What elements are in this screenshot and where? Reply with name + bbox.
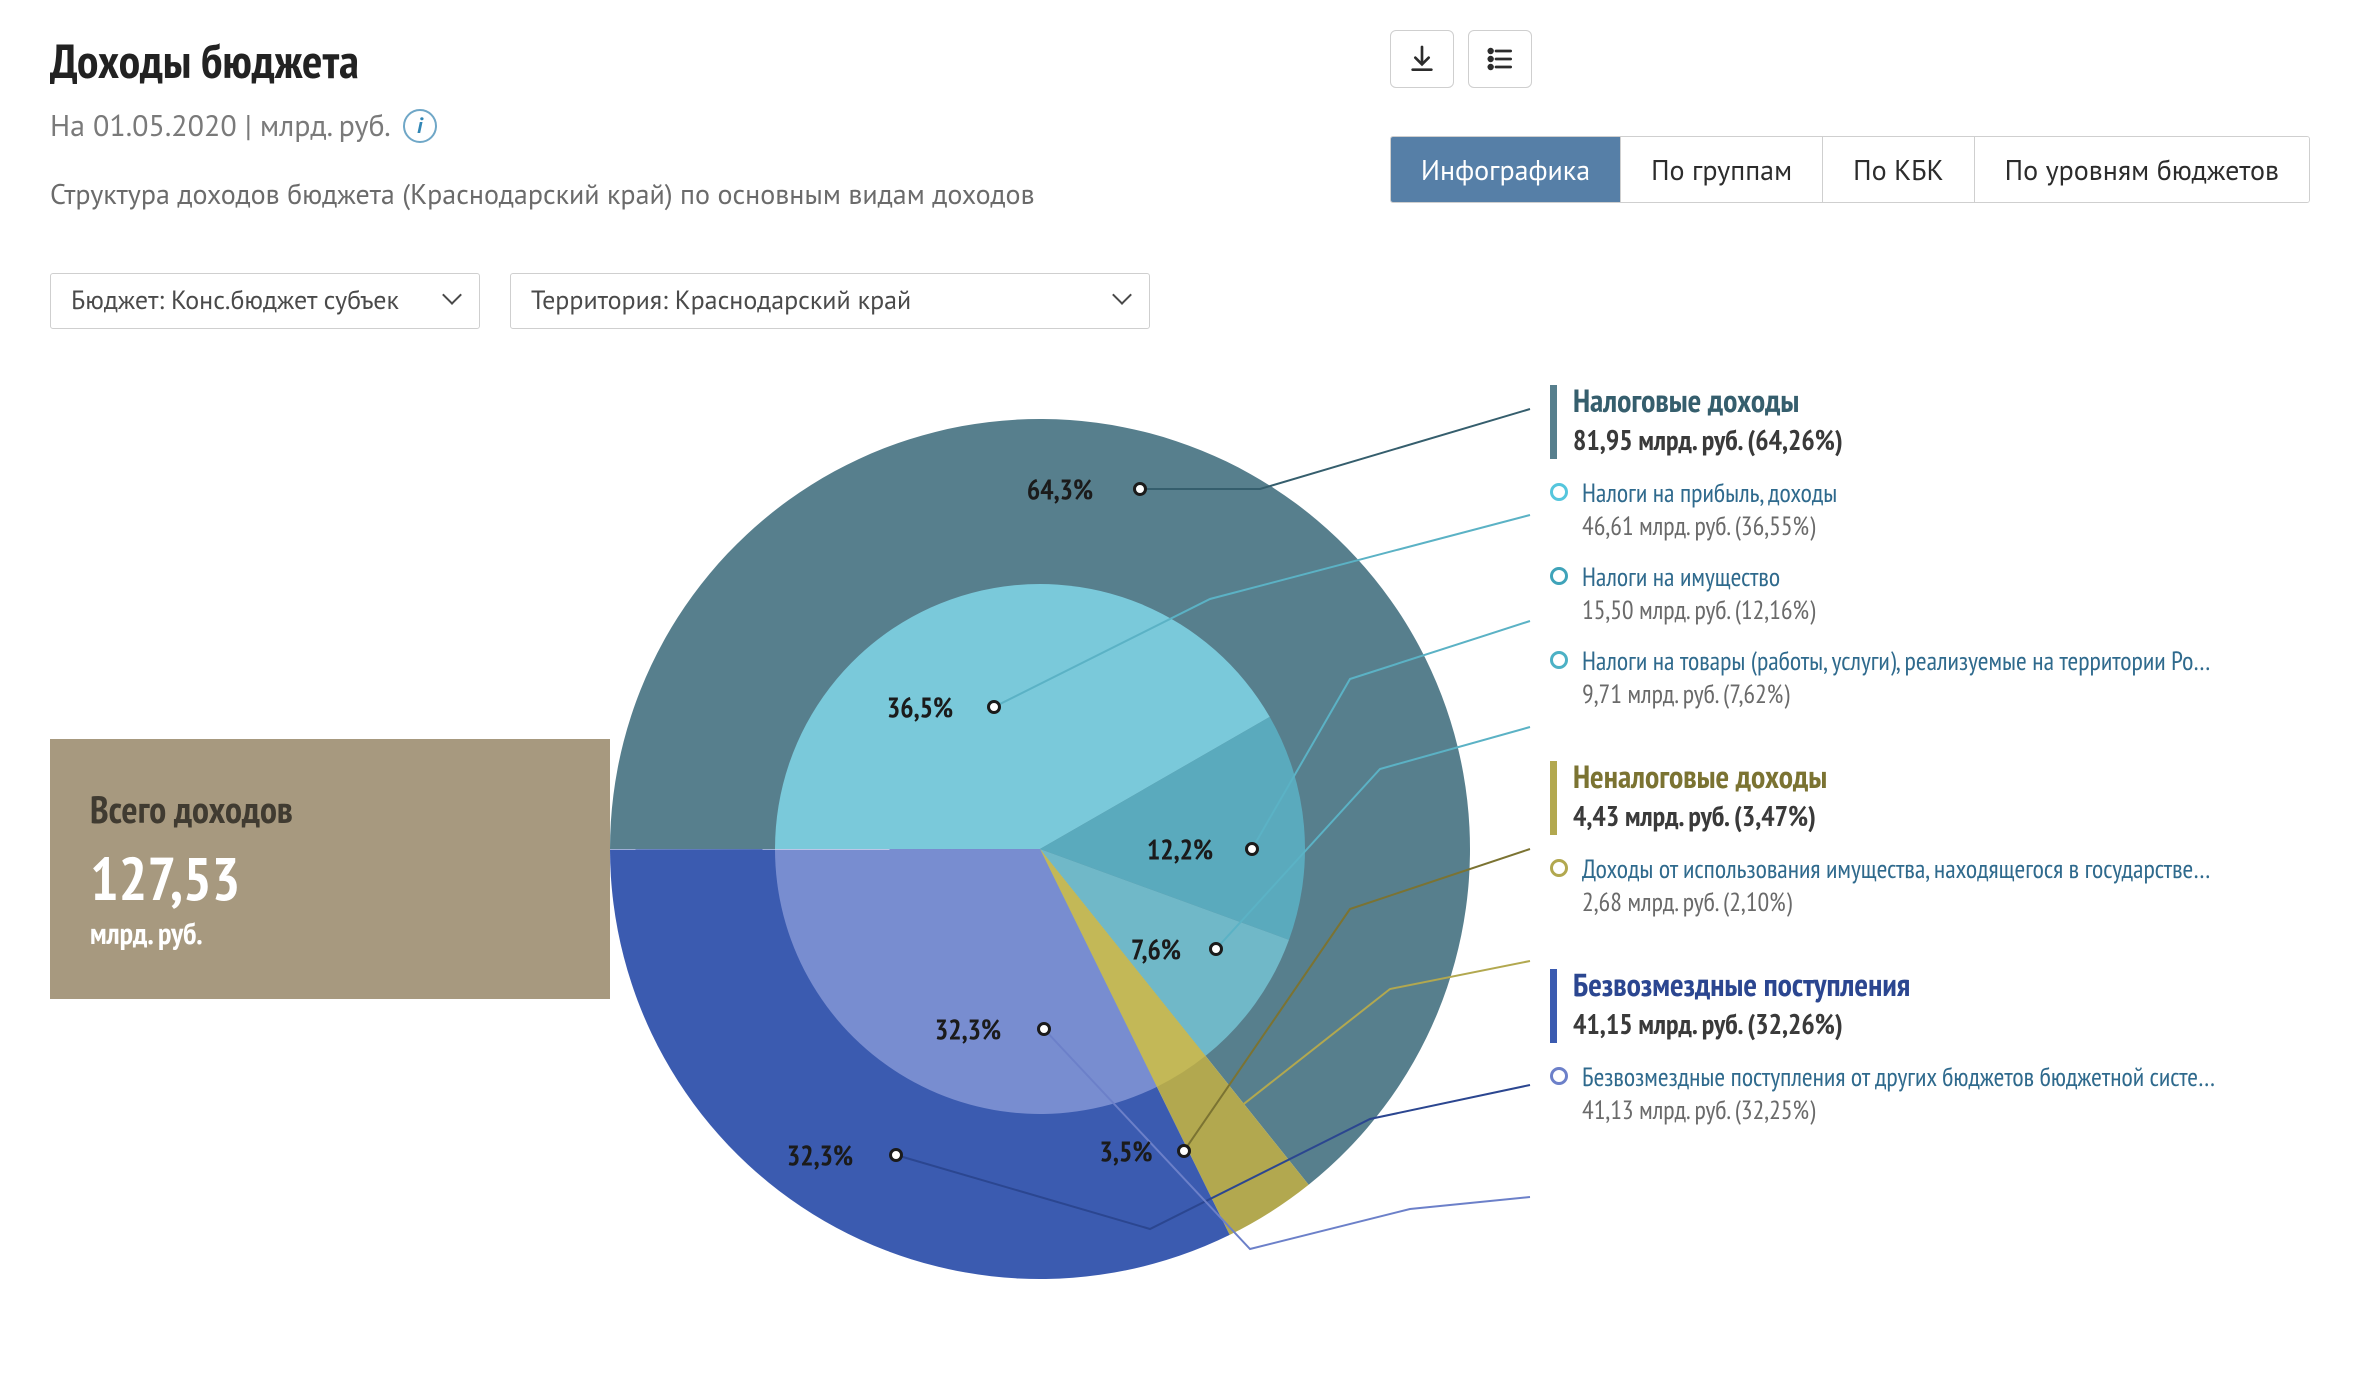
pct-dot: [1245, 842, 1259, 856]
pct-label: 12,2%: [1147, 830, 1213, 867]
tab-3[interactable]: По уровням бюджетов: [1975, 137, 2309, 202]
legend-amount: 81,95 млрд. руб. (64,26%): [1573, 421, 1843, 458]
pct-label: 32,3%: [935, 1010, 1001, 1047]
legend-amount: 41,15 млрд. руб. (32,26%): [1573, 1005, 1910, 1042]
legend-sub-amount: 9,71 млрд. руб. (7,62%): [1582, 678, 2210, 711]
legend-sub-amount: 2,68 млрд. руб. (2,10%): [1582, 886, 2210, 919]
legend-title[interactable]: Безвозмездные поступления: [1573, 963, 1910, 1005]
chevron-down-icon: [445, 292, 463, 310]
legend-sub-title: Налоги на прибыль, доходы: [1582, 477, 1837, 510]
legend-dot-icon: [1550, 483, 1568, 501]
territory-select-value: Территория: Краснодарский край: [531, 284, 911, 317]
tab-1[interactable]: По группам: [1621, 137, 1823, 202]
chart-area: Всего доходов 127,53 млрд. руб. 64,3% 36,…: [50, 349, 2310, 1329]
legend-sub[interactable]: Доходы от использования имущества, наход…: [1550, 853, 2340, 919]
list-view-button[interactable]: [1468, 30, 1532, 88]
legend-sub-title: Безвозмездные поступления от других бюдж…: [1582, 1061, 2215, 1094]
total-value: 127,53: [90, 848, 570, 908]
budget-select-value: Бюджет: Конс.бюджет субъек: [71, 284, 399, 317]
pct-dot: [1177, 1144, 1191, 1158]
total-unit: млрд. руб.: [90, 914, 570, 953]
legend-bar: [1550, 969, 1557, 1043]
legend-amount: 4,43 млрд. руб. (3,47%): [1573, 797, 1827, 834]
legend-title[interactable]: Налоговые доходы: [1573, 379, 1843, 421]
legend-group-grants: Безвозмездные поступления41,15 млрд. руб…: [1550, 963, 2340, 1127]
total-label: Всего доходов: [90, 785, 570, 834]
legend: Налоговые доходы81,95 млрд. руб. (64,26%…: [1550, 379, 2340, 1171]
legend-sub-title: Налоги на имущество: [1582, 561, 1815, 594]
chevron-down-icon: [1115, 292, 1133, 310]
legend-dot-icon: [1550, 859, 1568, 877]
legend-bar: [1550, 385, 1557, 459]
legend-sub[interactable]: Налоги на имущество15,50 млрд. руб. (12,…: [1550, 561, 2340, 627]
legend-bar: [1550, 761, 1557, 835]
pct-label: 7,6%: [1131, 930, 1181, 967]
legend-sub-amount: 41,13 млрд. руб. (32,25%): [1582, 1094, 2215, 1127]
pct-label: 32,3%: [787, 1136, 853, 1173]
legend-group-tax: Налоговые доходы81,95 млрд. руб. (64,26%…: [1550, 379, 2340, 711]
download-button[interactable]: [1390, 30, 1454, 88]
legend-sub-title: Налоги на товары (работы, услуги), реали…: [1582, 645, 2210, 678]
legend-dot-icon: [1550, 567, 1568, 585]
legend-group-nontax: Неналоговые доходы4,43 млрд. руб. (3,47%…: [1550, 755, 2340, 919]
subtitle: На 01.05.2020 | млрд. руб.: [50, 106, 391, 145]
pct-dot: [1037, 1022, 1051, 1036]
tab-0[interactable]: Инфографика: [1391, 137, 1621, 202]
pct-label: 3,5%: [1100, 1132, 1153, 1169]
pct-label: 64,3%: [1027, 470, 1093, 507]
info-icon[interactable]: i: [403, 109, 437, 143]
legend-sub[interactable]: Налоги на прибыль, доходы46,61 млрд. руб…: [1550, 477, 2340, 543]
pct-dot: [987, 700, 1001, 714]
view-tabs: ИнфографикаПо группамПо КБКПо уровням бю…: [1390, 136, 2310, 203]
legend-sub-amount: 15,50 млрд. руб. (12,16%): [1582, 594, 1815, 627]
territory-select[interactable]: Территория: Краснодарский край: [510, 273, 1150, 329]
tab-2[interactable]: По КБК: [1823, 137, 1975, 202]
pct-dot: [1209, 942, 1223, 956]
legend-title[interactable]: Неналоговые доходы: [1573, 755, 1827, 797]
total-box: Всего доходов 127,53 млрд. руб.: [50, 739, 610, 999]
pct-dot: [1133, 482, 1147, 496]
legend-sub[interactable]: Налоги на товары (работы, услуги), реали…: [1550, 645, 2340, 711]
pct-dot: [889, 1148, 903, 1162]
pct-label: 36,5%: [887, 688, 953, 725]
budget-select[interactable]: Бюджет: Конс.бюджет субъек: [50, 273, 480, 329]
page-description: Структура доходов бюджета (Краснодарский…: [50, 175, 1035, 213]
legend-sub-amount: 46,61 млрд. руб. (36,55%): [1582, 510, 1837, 543]
legend-sub[interactable]: Безвозмездные поступления от других бюдж…: [1550, 1061, 2340, 1127]
legend-dot-icon: [1550, 1067, 1568, 1085]
legend-dot-icon: [1550, 651, 1568, 669]
page-title: Доходы бюджета: [50, 30, 1035, 92]
legend-sub-title: Доходы от использования имущества, наход…: [1582, 853, 2210, 886]
